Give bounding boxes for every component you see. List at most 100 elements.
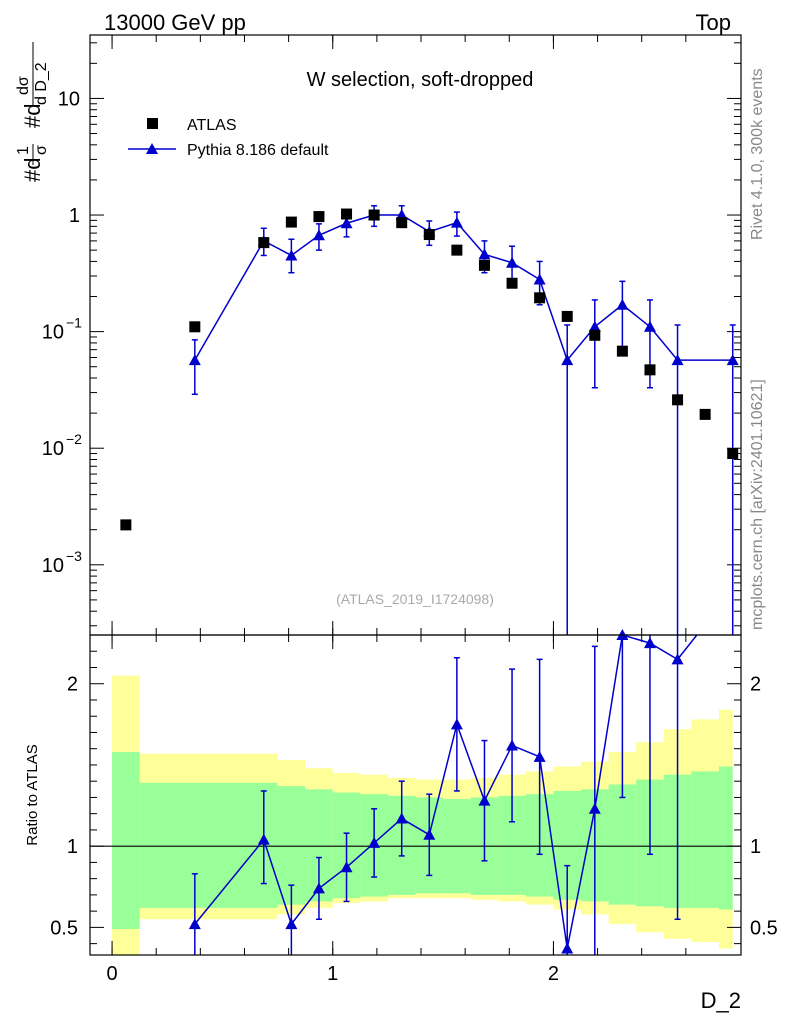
ratio-line xyxy=(194,634,698,949)
atlas-point xyxy=(313,211,325,223)
pythia-point xyxy=(643,320,656,332)
rivet-label: Rivet 4.1.0, 300k events xyxy=(749,68,766,240)
atlas-point xyxy=(451,244,463,256)
x-tick-label: 0 xyxy=(107,963,118,985)
atlas-point xyxy=(699,408,711,420)
atlas-point xyxy=(396,217,408,229)
pythia-point xyxy=(726,354,739,366)
pythia-point xyxy=(285,249,298,261)
region-label: Top xyxy=(696,10,731,35)
upper-y-tick-label: 10 xyxy=(42,438,64,460)
upper-series xyxy=(120,205,739,635)
ratio-point xyxy=(506,739,519,751)
atlas-point xyxy=(672,394,684,406)
pythia-point xyxy=(588,320,601,332)
pythia-point xyxy=(312,229,325,241)
legend-atlas-label: ATLAS xyxy=(187,117,237,134)
legend-pythia-label: Pythia 8.186 default xyxy=(187,142,329,159)
svg-text:σ: σ xyxy=(33,145,50,155)
atlas-point xyxy=(423,229,435,241)
upper-y-tick-exponent: −3 xyxy=(66,548,82,564)
upper-y-tick-label: 10 xyxy=(42,555,64,577)
legend-pythia-marker xyxy=(146,143,158,154)
pythia-point xyxy=(671,354,684,366)
lower-panel: 0.5 0.5 1 1 2 2 0 1 2 Ratio to ATLAS D_2 xyxy=(24,629,778,1013)
lower-y-tick-label: 0.5 xyxy=(50,917,78,939)
atlas-point xyxy=(341,208,353,220)
atlas-point xyxy=(120,519,132,531)
lower-y-tick-label: 2 xyxy=(67,674,78,696)
ratio-point xyxy=(395,812,408,824)
ratio-point xyxy=(450,718,463,730)
green-band xyxy=(691,771,719,908)
pythia-point xyxy=(533,273,546,285)
lower-y-tick-label-right: 1 xyxy=(750,836,761,858)
ratio-point xyxy=(340,861,353,873)
lower-ticks: 0.5 0.5 1 1 2 2 0 1 2 xyxy=(50,635,778,985)
upper-y-axis-label: #d 1 σ #d dσ d D_2 xyxy=(15,42,50,182)
pythia-line xyxy=(194,214,733,362)
ratio-point xyxy=(423,828,436,840)
pythia-point xyxy=(340,217,353,229)
ratio-point xyxy=(478,794,491,806)
svg-text:dσ: dσ xyxy=(15,76,32,95)
chart-title: W selection, soft-dropped xyxy=(307,69,534,91)
atlas-point xyxy=(478,259,490,271)
ratio-bands xyxy=(112,675,733,955)
atlas-point xyxy=(589,329,601,341)
atlas-point xyxy=(561,310,573,322)
ratio-point xyxy=(257,833,270,845)
ratio-point xyxy=(312,882,325,894)
pythia-point xyxy=(506,256,519,268)
x-axis-label: D_2 xyxy=(701,988,741,1013)
pythia-point xyxy=(450,216,463,228)
atlas-point xyxy=(506,277,518,289)
atlas-point xyxy=(189,321,201,333)
lower-y-tick-label-right: 2 xyxy=(750,674,761,696)
atlas-point xyxy=(285,216,297,228)
atlas-point xyxy=(727,448,739,460)
green-band xyxy=(112,751,140,930)
ratio-point xyxy=(285,918,298,930)
lower-y-tick-label: 1 xyxy=(67,836,78,858)
ratio-point xyxy=(671,653,684,665)
ratio-point xyxy=(561,942,574,954)
lower-series xyxy=(188,629,698,955)
upper-y-tick-label: 10 xyxy=(42,322,64,344)
upper-y-tick-exponent: −1 xyxy=(66,315,82,331)
atlas-point xyxy=(368,209,380,221)
ratio-point xyxy=(533,750,546,762)
lower-y-tick-label-right: 0.5 xyxy=(750,917,778,939)
atlas-point xyxy=(534,292,546,304)
analysis-id: (ATLAS_2019_I1724098) xyxy=(336,591,494,607)
green-band xyxy=(718,766,733,910)
upper-y-tick-exponent: −2 xyxy=(66,431,82,447)
ratio-point xyxy=(368,836,381,848)
upper-y-tick-label: 10 xyxy=(58,88,80,110)
upper-y-tick-label: 1 xyxy=(69,205,80,227)
pythia-point xyxy=(188,354,201,366)
atlas-point xyxy=(258,237,270,249)
legend-atlas-marker xyxy=(147,118,158,129)
green-band xyxy=(608,784,637,905)
ratio-point xyxy=(643,637,656,649)
pythia-point xyxy=(561,354,574,366)
atlas-point xyxy=(616,345,628,357)
atlas-point xyxy=(644,364,656,376)
svg-text:d D_2: d D_2 xyxy=(33,62,50,105)
lower-frame xyxy=(89,634,742,956)
ratio-point xyxy=(588,802,601,814)
pythia-point xyxy=(478,248,491,260)
legend: ATLAS Pythia 8.186 default xyxy=(128,117,329,159)
ratio-point xyxy=(188,918,201,930)
svg-text:#d: #d xyxy=(20,104,45,128)
energy-label: 13000 GeV pp xyxy=(104,10,246,35)
x-tick-label: 2 xyxy=(548,963,559,985)
x-tick-label: 1 xyxy=(327,963,338,985)
mcplots-url-label: mcplots.cern.ch [arXiv:2401.10621] xyxy=(749,379,766,630)
ratio-y-label: Ratio to ATLAS xyxy=(24,744,41,845)
svg-text:1: 1 xyxy=(15,146,32,155)
pythia-point xyxy=(616,298,629,310)
